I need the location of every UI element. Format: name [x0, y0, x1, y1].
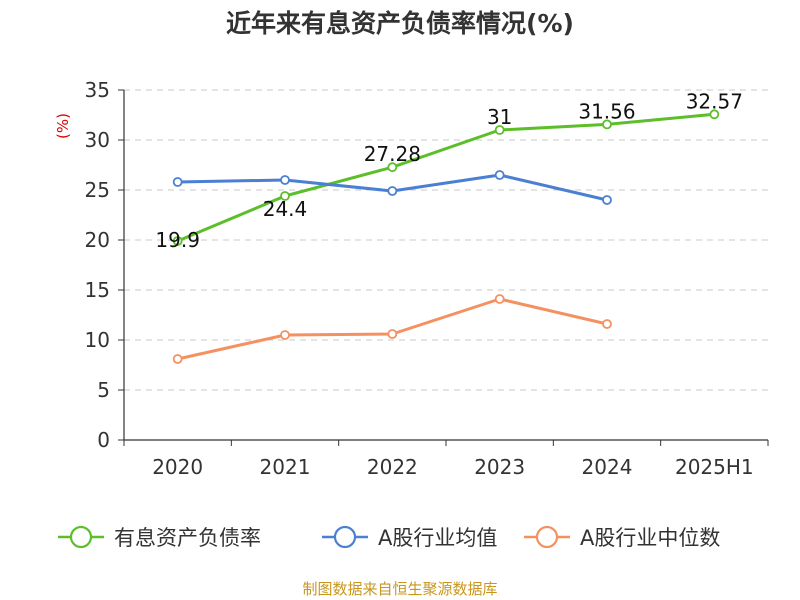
x-tick-label: 2025H1 — [675, 455, 754, 479]
data-point — [387, 162, 398, 173]
y-tick-label: 10 — [85, 328, 110, 352]
axes: 0 5 10 15 20 25 30 35 2020 2021 2022 2023 2024 2025H1 — [85, 78, 769, 479]
data-point — [172, 236, 183, 246]
data-point — [494, 125, 505, 135]
data-point — [387, 329, 398, 339]
data-point — [709, 109, 720, 120]
data-point — [280, 175, 290, 185]
data-point — [387, 186, 398, 196]
chart-title: 近年来有息资产负债率情况(%) — [226, 9, 574, 38]
x-tick-label: 2021 — [260, 455, 311, 479]
legend-item[interactable]: 有息资产负债率 — [58, 525, 261, 550]
legend[interactable]: 有息资产负债率 A股行业均值 A股行业中位数 — [58, 525, 720, 550]
series-group — [172, 109, 720, 364]
data-point — [602, 195, 612, 205]
data-point — [172, 177, 183, 187]
y-axis-label: (%) — [54, 113, 72, 139]
y-tick-label: 35 — [85, 78, 110, 102]
data-label: 32.57 — [686, 89, 743, 113]
y-tick-label: 0 — [97, 428, 110, 452]
legend-marker — [69, 525, 93, 549]
y-tick-label: 25 — [85, 178, 110, 202]
data-label: 27.28 — [364, 142, 421, 166]
data-point — [602, 319, 612, 329]
y-tick-label: 15 — [85, 278, 110, 302]
grid-lines — [124, 89, 768, 391]
data-label: 24.4 — [263, 197, 308, 221]
y-tick-label: 30 — [85, 128, 110, 152]
legend-marker — [333, 525, 357, 549]
data-label: 19.9 — [155, 228, 200, 252]
data-point — [280, 191, 290, 201]
x-tick-label: 2022 — [367, 455, 418, 479]
series-line — [177, 112, 715, 243]
data-label: 31.56 — [578, 99, 635, 123]
data-point — [280, 330, 290, 340]
data-label: 31 — [487, 105, 512, 129]
y-tick-label: 20 — [85, 228, 110, 252]
x-tick-label: 2023 — [474, 455, 525, 479]
legend-marker — [535, 525, 559, 549]
x-tick-label: 2020 — [152, 455, 203, 479]
data-point — [172, 354, 183, 364]
data-labels: 19.9 24.4 27.28 31 31.56 32.57 — [155, 89, 743, 252]
legend-item[interactable]: A股行业均值 — [322, 525, 497, 550]
source-footer: 制图数据来自恒生聚源数据库 — [302, 580, 497, 598]
series-line — [177, 297, 608, 361]
data-point — [494, 294, 505, 304]
legend-item[interactable]: A股行业中位数 — [524, 525, 720, 550]
legend-label: A股行业均值 — [378, 526, 497, 550]
data-point — [602, 119, 612, 130]
x-tick-label: 2024 — [582, 455, 633, 479]
legend-label: 有息资产负债率 — [114, 526, 261, 550]
legend-label: A股行业中位数 — [580, 526, 720, 550]
data-point — [494, 170, 505, 180]
y-tick-label: 5 — [97, 378, 110, 402]
